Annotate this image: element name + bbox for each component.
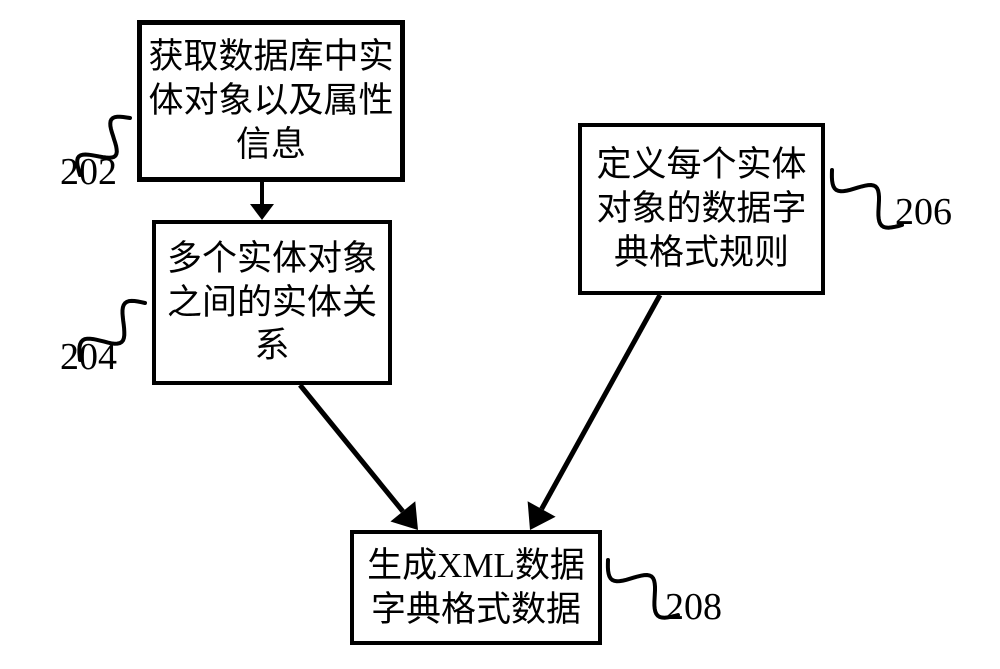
node-204-text: 多个实体对象之间的实体关系 [167, 237, 377, 368]
node-206-text: 定义每个实体对象的数据字典格式规则 [596, 143, 806, 274]
label-208: 208 [665, 585, 722, 629]
node-202: 获取数据库中实体对象以及属性信息 [137, 20, 405, 182]
node-206: 定义每个实体对象的数据字典格式规则 [578, 123, 825, 295]
diagram-canvas: 获取数据库中实体对象以及属性信息 多个实体对象之间的实体关系 定义每个实体对象的… [0, 0, 1000, 669]
node-208-text: 生成XML数据字典格式数据 [367, 544, 585, 632]
node-208: 生成XML数据字典格式数据 [350, 530, 602, 645]
node-204: 多个实体对象之间的实体关系 [152, 220, 392, 385]
label-202: 202 [60, 150, 117, 194]
label-204: 204 [60, 335, 117, 379]
label-206: 206 [895, 190, 952, 234]
node-202-text: 获取数据库中实体对象以及属性信息 [148, 35, 393, 166]
